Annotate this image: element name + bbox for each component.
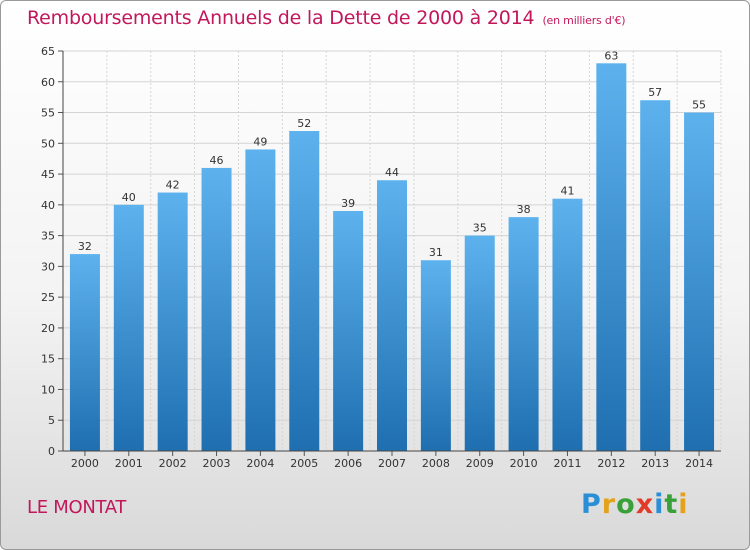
axes [58, 50, 721, 456]
chart-title: Remboursements Annuels de la Dette de 20… [27, 7, 626, 29]
x-tick-label: 2010 [510, 457, 538, 470]
bar-value-label: 44 [385, 166, 399, 179]
commune-name: LE MONTAT [27, 497, 127, 518]
y-tick-label: 20 [41, 322, 55, 335]
y-tick-label: 5 [48, 414, 55, 427]
y-tick-label: 65 [41, 45, 55, 58]
bar-value-label: 39 [341, 197, 355, 210]
x-tick-label: 2002 [159, 457, 187, 470]
bar-value-label: 57 [648, 86, 662, 99]
bar-value-label: 35 [473, 222, 487, 235]
bar-value-label: 52 [297, 117, 311, 130]
x-tick-label: 2005 [290, 457, 318, 470]
bar-value-label: 46 [210, 154, 224, 167]
y-tick-label: 0 [48, 445, 55, 458]
labels: 0 5 10 15 20 25 30 35 40 45 50 55 60 65 32 2000 40 2001 42… [41, 45, 713, 470]
x-tick-label: 2014 [685, 457, 713, 470]
chart-title-text: Remboursements Annuels de la Dette de 20… [27, 7, 535, 29]
x-tick-label: 2003 [203, 457, 231, 470]
bar [245, 149, 276, 451]
x-tick-label: 2011 [553, 457, 581, 470]
x-tick-label: 2007 [378, 457, 406, 470]
y-tick-label: 10 [41, 383, 55, 396]
bar-value-label: 63 [604, 49, 618, 62]
chart-subtitle: (en milliers d'€) [542, 14, 626, 27]
y-tick-label: 25 [41, 291, 55, 304]
bar [420, 260, 451, 451]
bar [596, 63, 627, 452]
bar-value-label: 41 [560, 185, 574, 198]
bar [552, 198, 583, 451]
bar [684, 112, 715, 452]
x-tick-label: 2012 [597, 457, 625, 470]
y-tick-label: 40 [41, 199, 55, 212]
bar-value-label: 42 [166, 179, 180, 192]
bar [377, 180, 407, 451]
bar [69, 254, 100, 451]
y-tick-label: 30 [41, 260, 55, 273]
bar [289, 131, 320, 451]
y-tick-label: 35 [41, 230, 55, 243]
y-tick-label: 50 [41, 137, 55, 150]
bar [201, 167, 232, 451]
x-tick-label: 2013 [641, 457, 669, 470]
bar-value-label: 55 [692, 99, 706, 112]
bar [640, 100, 671, 451]
x-tick-label: 2008 [422, 457, 450, 470]
x-tick-label: 2000 [71, 457, 99, 470]
bar-value-label: 31 [429, 246, 443, 259]
bar [508, 217, 539, 451]
bar [113, 204, 144, 451]
bar [464, 235, 495, 451]
bar [157, 192, 188, 452]
x-tick-label: 2009 [466, 457, 494, 470]
bars [69, 63, 715, 452]
bar-value-label: 40 [122, 191, 136, 204]
y-tick-label: 55 [41, 107, 55, 120]
bar-value-label: 32 [78, 240, 92, 253]
y-tick-label: 45 [41, 168, 55, 181]
x-tick-label: 2001 [115, 457, 143, 470]
y-tick-label: 60 [41, 76, 55, 89]
proxiti-logo[interactable]: Proxiti [581, 489, 689, 520]
y-tick-label: 15 [41, 353, 55, 366]
x-tick-label: 2006 [334, 457, 362, 470]
bar-value-label: 38 [517, 203, 531, 216]
x-tick-label: 2004 [246, 457, 274, 470]
bar-value-label: 49 [253, 135, 267, 148]
bar [333, 211, 364, 451]
